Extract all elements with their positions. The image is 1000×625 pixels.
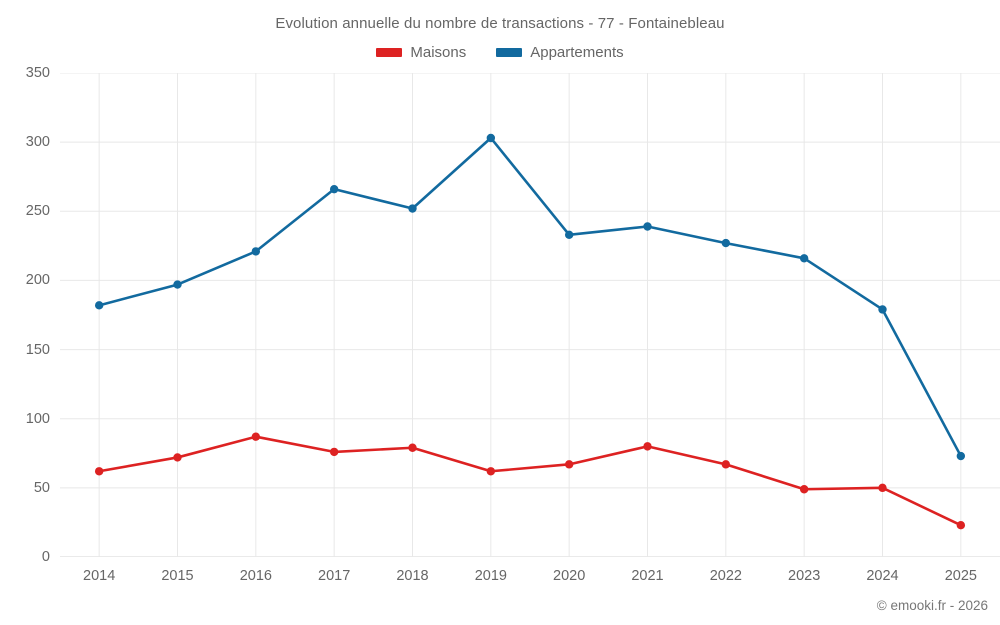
data-point[interactable] xyxy=(94,467,104,476)
data-point[interactable] xyxy=(564,230,574,239)
x-axis-tick-label: 2015 xyxy=(161,568,194,584)
data-point[interactable] xyxy=(721,238,731,248)
x-axis-tick-label: 2023 xyxy=(788,568,821,584)
data-point[interactable] xyxy=(94,301,104,310)
data-point[interactable] xyxy=(173,280,182,289)
y-axis-tick-label: 200 xyxy=(25,272,50,289)
data-point[interactable] xyxy=(721,460,731,469)
y-axis-tick-label: 50 xyxy=(33,479,50,496)
legend-label-appartements: Appartements xyxy=(530,44,624,61)
plot-area xyxy=(60,73,1000,557)
data-point[interactable] xyxy=(878,305,887,314)
x-axis-labels: 2014 2015 2016 2017 2018 2019 2020 2021 2022 2023… xyxy=(60,560,1000,590)
y-axis-tick-label: 350 xyxy=(25,65,50,81)
y-axis-tick-label: 150 xyxy=(25,341,50,358)
y-axis-tick-label: 300 xyxy=(25,134,50,151)
x-axis-tick-label: 2021 xyxy=(631,568,664,584)
y-axis-tick-label: 0 xyxy=(41,549,50,565)
data-point[interactable] xyxy=(643,222,652,231)
chart-legend: Maisons Appartements xyxy=(0,44,1000,61)
data-point[interactable] xyxy=(408,443,417,452)
data-point[interactable] xyxy=(956,451,966,461)
legend-label-maisons: Maisons xyxy=(410,44,467,61)
data-point[interactable] xyxy=(408,204,417,213)
data-point[interactable] xyxy=(878,483,887,493)
legend-swatch-appartements xyxy=(496,48,523,57)
data-point[interactable] xyxy=(486,133,496,143)
x-axis-tick-label: 2020 xyxy=(553,568,586,584)
x-axis-tick-label: 2019 xyxy=(474,568,507,584)
x-axis-tick-label: 2016 xyxy=(239,568,272,584)
data-point[interactable] xyxy=(486,467,496,476)
legend-item-appartements[interactable]: Appartements xyxy=(496,44,624,61)
y-axis-tick-label: 100 xyxy=(25,410,50,427)
credit-text: © emooki.fr - 2026 xyxy=(876,598,988,613)
legend-swatch-maisons xyxy=(376,48,403,57)
data-point[interactable] xyxy=(329,447,339,457)
y-axis-labels: 0 50 100 150 200 250 300 350 xyxy=(0,65,50,565)
data-point[interactable] xyxy=(564,460,574,469)
y-axis-tick-label: 250 xyxy=(25,203,50,220)
chart-plot-svg xyxy=(60,73,1000,557)
x-axis-tick-label: 2024 xyxy=(866,568,899,584)
x-axis-tick-label: 2014 xyxy=(83,568,116,584)
series-line-appartements xyxy=(97,136,963,458)
data-point[interactable] xyxy=(643,442,652,451)
data-point[interactable] xyxy=(251,432,261,441)
data-point[interactable] xyxy=(329,184,339,194)
x-axis-tick-label: 2025 xyxy=(944,568,977,584)
series-line-maisons xyxy=(97,435,963,527)
x-axis-tick-label: 2022 xyxy=(709,568,742,584)
x-axis-tick-label: 2018 xyxy=(396,568,429,584)
chart-title: Evolution annuelle du nombre de transact… xyxy=(275,15,725,32)
x-axis-tick-label: 2017 xyxy=(318,568,351,584)
data-point[interactable] xyxy=(799,254,809,263)
data-point[interactable] xyxy=(956,520,966,530)
data-point[interactable] xyxy=(173,453,182,462)
legend-item-maisons[interactable]: Maisons xyxy=(376,44,466,61)
data-point[interactable] xyxy=(251,247,261,256)
data-point[interactable] xyxy=(799,485,809,494)
